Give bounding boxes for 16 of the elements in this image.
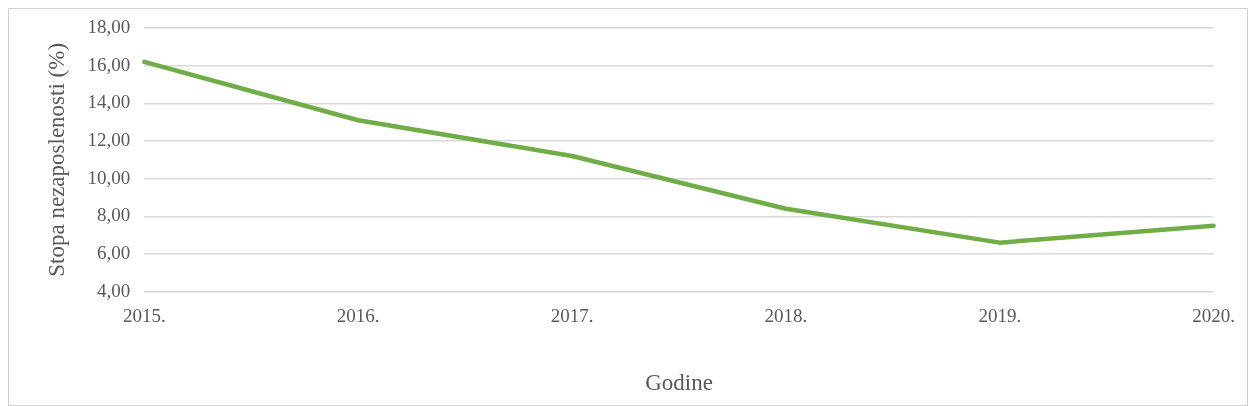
x-tick-label: 2016. xyxy=(336,304,380,326)
y-tick-label: 12,00 xyxy=(87,128,131,150)
x-tick-label: 2020. xyxy=(1192,304,1235,326)
y-tick-label: 14,00 xyxy=(87,91,131,113)
y-tick-label: 10,00 xyxy=(87,166,131,188)
x-tick-label: 2017. xyxy=(550,304,594,326)
y-tick-label: 8,00 xyxy=(97,204,131,226)
y-tick-label: 6,00 xyxy=(97,241,131,263)
x-tick-label: 2018. xyxy=(764,304,808,326)
x-axis-title: Godine xyxy=(645,370,713,396)
y-tick-label: 4,00 xyxy=(97,279,131,301)
x-tick-label: 2015. xyxy=(122,304,166,326)
y-tick-label: 18,00 xyxy=(87,15,131,37)
y-axis-title: Stopa nezaposlenosti (%) xyxy=(43,42,69,277)
y-tick-label: 16,00 xyxy=(87,53,131,75)
x-tick-label: 2019. xyxy=(978,304,1022,326)
